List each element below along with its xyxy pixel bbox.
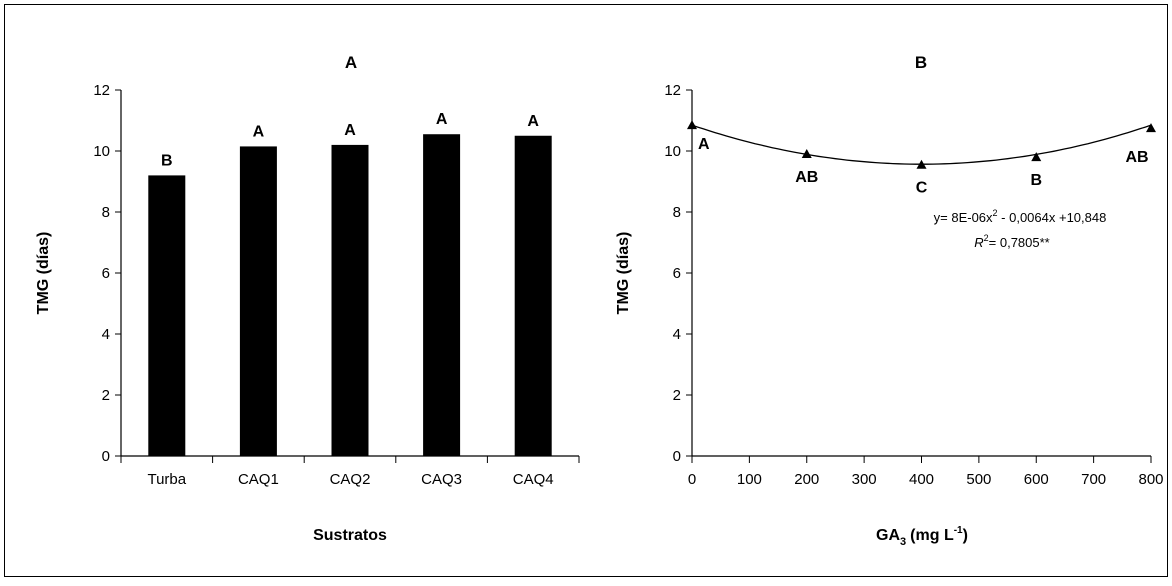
panel-b-significance-letters: A AB C B AB <box>698 136 1149 197</box>
panel-a-bar <box>331 144 369 456</box>
panel-b-x-tick-label: 500 <box>966 471 991 488</box>
panel-a-x-axis-title: Sustratos <box>313 527 387 544</box>
panel-a-y-tick-label: 10 <box>93 143 110 160</box>
panel-b-y-tick-label: 8 <box>673 204 681 221</box>
panel-b-data-point <box>801 149 812 159</box>
panel-b-y-tick-label: 4 <box>673 326 681 343</box>
panel-a-y-tick-label: 0 <box>102 448 110 465</box>
panel-b-r-squared-value: = 0,7805** <box>989 235 1050 250</box>
panel-b-point-letter: C <box>916 180 928 197</box>
panel-a-bar-letter: B <box>161 152 173 169</box>
panel-b-x-tick-label: 100 <box>737 471 762 488</box>
panel-b-point-letter: A <box>698 136 710 153</box>
panel-b-r-squared: R2= 0,7805** <box>974 233 1050 250</box>
panel-b-x-tick-label: 200 <box>794 471 819 488</box>
panel-b-x-tick-label: 800 <box>1138 471 1163 488</box>
panel-b-data-point <box>1031 152 1042 162</box>
panel-b-y-tick-label: 6 <box>673 265 681 282</box>
panel-a-x-tick-label: CAQ3 <box>421 471 462 488</box>
panel-b-point-letter: AB <box>1125 149 1148 166</box>
panel-a-y-tick-label: 8 <box>102 204 110 221</box>
panel-a-significance-letters: B A A A A <box>161 111 539 169</box>
panel-b-x-tick-label: 600 <box>1024 471 1049 488</box>
panel-b-equation-superscript: 2 <box>993 208 998 218</box>
panel-b-data-point <box>687 120 697 130</box>
panel-a-bars <box>148 134 552 457</box>
panel-b-equation-tail: - 0,0064x +10,848 <box>998 210 1107 225</box>
panel-a-bar-letter: A <box>344 122 356 139</box>
panel-b-r-squared-label: R <box>974 235 983 250</box>
panel-b-point-letter: AB <box>795 169 818 186</box>
panel-b-x-tick-label: 300 <box>852 471 877 488</box>
panel-b-x-tick-label: 700 <box>1081 471 1106 488</box>
panel-a-bar <box>239 146 277 457</box>
panel-a-bar-letter: A <box>527 113 539 130</box>
panel-b-y-tick-label: 0 <box>673 448 681 465</box>
panel-a-y-tick-label: 2 <box>102 387 110 404</box>
panel-a-x-tick-label: CAQ2 <box>330 471 371 488</box>
panel-a-y-ticks: 0 2 4 6 8 10 12 <box>93 82 121 465</box>
panel-a-bar <box>148 175 186 456</box>
panel-b-y-axis-title: TMG (días) <box>615 232 632 315</box>
panel-a-x-tick-label: CAQ4 <box>513 471 554 488</box>
panel-b-data-point <box>1146 123 1156 133</box>
panel-b-data-point <box>916 159 927 169</box>
panel-b-x-ticks: 0 100 200 300 400 500 600 700 800 <box>688 456 1164 488</box>
panel-a-x-tick-label: Turba <box>147 471 186 488</box>
panel-a-bar-letter: A <box>436 111 448 128</box>
panel-a-bar <box>514 135 552 456</box>
panel-a-bar-letter: A <box>253 123 265 140</box>
panel-a-y-tick-label: 6 <box>102 265 110 282</box>
panel-b-x-axis-title-superscript: -1 <box>954 525 963 536</box>
panel-b-y-ticks: 0 2 4 6 8 10 12 <box>664 82 692 465</box>
panel-b-points <box>687 120 1156 169</box>
panel-b-r-squared-superscript: 2 <box>984 233 989 243</box>
panel-b-regression-chart: B TMG (días) GA3 (mg L-1) 0 2 4 6 8 10 12 0 100 2… <box>615 53 1164 548</box>
panel-b-x-axis-title-main: GA <box>876 527 900 544</box>
figure-frame <box>4 4 1168 577</box>
panel-b-y-tick-label: 2 <box>673 387 681 404</box>
panel-b-y-tick-label: 10 <box>664 143 681 160</box>
panel-b-equation: y= 8E-06x2 - 0,0064x +10,848 <box>934 208 1107 225</box>
panel-a-bar <box>423 134 461 456</box>
panel-a-y-tick-label: 4 <box>102 326 110 343</box>
panel-b-x-tick-label: 0 <box>688 471 696 488</box>
panel-b-x-axis-title-subscript: 3 <box>900 536 906 548</box>
panel-b-title: B <box>915 53 927 72</box>
panel-b-equation-lead: y= 8E-06x <box>934 210 993 225</box>
panel-a-title: A <box>345 53 357 72</box>
panel-b-x-tick-label: 400 <box>909 471 934 488</box>
panel-b-x-axis-title-close: ) <box>963 527 968 544</box>
panel-a-y-axis-title: TMG (días) <box>35 232 52 315</box>
panel-b-x-axis-title: GA3 (mg L-1) <box>876 525 968 548</box>
panel-a-y-tick-label: 12 <box>93 82 110 99</box>
panel-b-fit-curve <box>691 124 1152 165</box>
panel-a-x-tick-label: CAQ1 <box>238 471 279 488</box>
panel-a-bar-chart: A TMG (días) Sustratos 0 2 4 6 8 10 12 Turba CA… <box>35 53 580 544</box>
panel-b-x-axis-title-units: (mg L <box>910 527 954 544</box>
panel-a-x-ticks: Turba CAQ1 CAQ2 CAQ3 CAQ4 <box>120 456 580 488</box>
panel-b-point-letter: B <box>1030 172 1042 189</box>
panel-b-y-tick-label: 12 <box>664 82 681 99</box>
